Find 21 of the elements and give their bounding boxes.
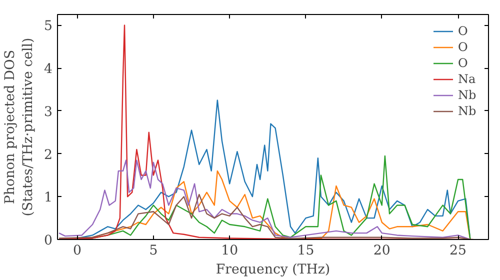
legend-label: Nb xyxy=(458,104,478,118)
legend-label: O xyxy=(458,24,469,38)
legend-label: Nb xyxy=(458,88,478,102)
y-tick-label: 0 xyxy=(44,234,53,248)
x-tick-label: 20 xyxy=(373,244,390,258)
x-tick-label: 0 xyxy=(73,244,82,258)
y-axis-title: Phonon projected DOS (States/THz·primitive cell) xyxy=(3,38,36,216)
y-tick-label: 1 xyxy=(44,190,53,206)
y-tick-label: 3 xyxy=(44,104,53,120)
y-tick-label: 5 xyxy=(44,19,53,34)
legend-label: Na xyxy=(458,72,477,86)
legend-label: O xyxy=(458,56,469,70)
x-tick-label: 5 xyxy=(149,244,158,258)
legend-label: O xyxy=(458,40,469,54)
x-tick-label: 10 xyxy=(221,244,238,258)
x-tick-label: 25 xyxy=(450,244,467,258)
y-tick-label: 2 xyxy=(44,148,53,163)
x-tick-label: 15 xyxy=(297,244,314,258)
x-axis-title: Frequency (THz) xyxy=(216,262,330,278)
y-tick-label: 4 xyxy=(44,62,53,78)
line-series xyxy=(58,194,471,240)
